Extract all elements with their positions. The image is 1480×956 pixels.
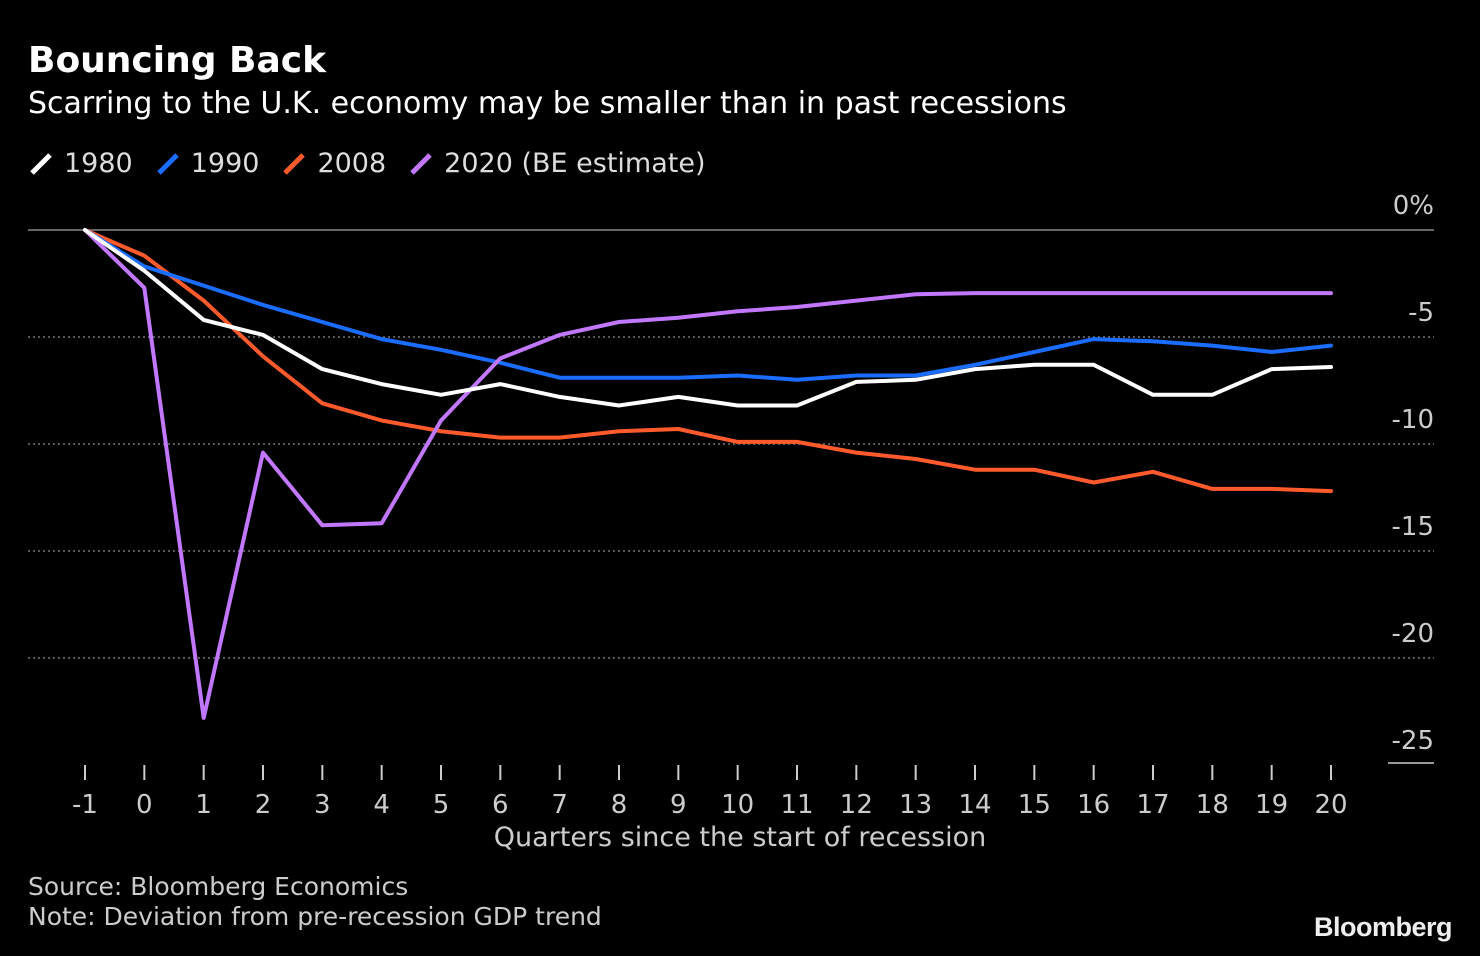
legend: 1980 1990 2008 2020 (BE estimate) xyxy=(28,148,728,179)
x-tick-label: 14 xyxy=(958,790,991,820)
x-tick-label: 8 xyxy=(611,790,628,820)
y-tick-label: -10 xyxy=(1392,405,1434,435)
legend-item-1990: 1990 xyxy=(155,148,260,179)
series-line-1980 xyxy=(83,228,1333,408)
series-line-2008 xyxy=(83,228,1333,494)
series-line-2020 xyxy=(83,228,1333,720)
x-axis-label: Quarters since the start of recession xyxy=(493,822,987,853)
x-tick-label: 12 xyxy=(840,790,873,820)
x-tick-label: 15 xyxy=(1018,790,1051,820)
x-tick-label: 16 xyxy=(1077,790,1110,820)
x-tick-label: 19 xyxy=(1255,790,1288,820)
legend-item-2008: 2008 xyxy=(281,148,386,179)
chart-subtitle: Scarring to the U.K. economy may be smal… xyxy=(28,86,1067,121)
x-tick-label: 20 xyxy=(1314,790,1347,820)
legend-label-1980: 1980 xyxy=(64,148,133,179)
legend-label-2020: 2020 (BE estimate) xyxy=(444,148,706,179)
legend-item-2020: 2020 (BE estimate) xyxy=(408,148,706,179)
series-line-1990 xyxy=(83,228,1333,382)
x-tick-label: 9 xyxy=(670,790,687,820)
x-tick-label: 5 xyxy=(433,790,450,820)
legend-swatch-1990-icon xyxy=(156,152,179,175)
x-tick-label: 11 xyxy=(780,790,813,820)
legend-label-2008: 2008 xyxy=(317,148,387,179)
legend-item-1980: 1980 xyxy=(28,148,133,179)
x-tick-label: 10 xyxy=(721,790,754,820)
legend-swatch-2008-icon xyxy=(283,152,306,175)
x-tick-label: 2 xyxy=(255,790,272,820)
y-tick-label: -20 xyxy=(1392,619,1434,649)
x-tick-label: 6 xyxy=(492,790,509,820)
y-tick-label: 0% xyxy=(1393,191,1434,221)
x-tick-label: 17 xyxy=(1136,790,1169,820)
x-tick-label: 13 xyxy=(899,790,932,820)
legend-label-1990: 1990 xyxy=(190,148,260,179)
y-tick-label: -15 xyxy=(1392,512,1434,542)
y-tick-label: -5 xyxy=(1408,298,1434,328)
x-tick-label: -1 xyxy=(72,790,98,820)
source-note: Source: Bloomberg Economics xyxy=(28,872,409,901)
chart-title: Bouncing Back xyxy=(28,40,327,81)
x-tick-label: 7 xyxy=(551,790,568,820)
x-tick-label: 3 xyxy=(314,790,331,820)
x-tick-label: 4 xyxy=(373,790,390,820)
x-tick-label: 1 xyxy=(195,790,212,820)
y-tick-label: -25 xyxy=(1392,726,1434,756)
x-tick-label: 18 xyxy=(1196,790,1229,820)
x-tick-label: 0 xyxy=(136,790,153,820)
legend-swatch-1980-icon xyxy=(30,152,52,175)
legend-swatch-2020-icon xyxy=(410,152,432,175)
bloomberg-logo: Bloomberg xyxy=(1313,912,1453,942)
footnote: Note: Deviation from pre-recession GDP t… xyxy=(28,902,602,931)
